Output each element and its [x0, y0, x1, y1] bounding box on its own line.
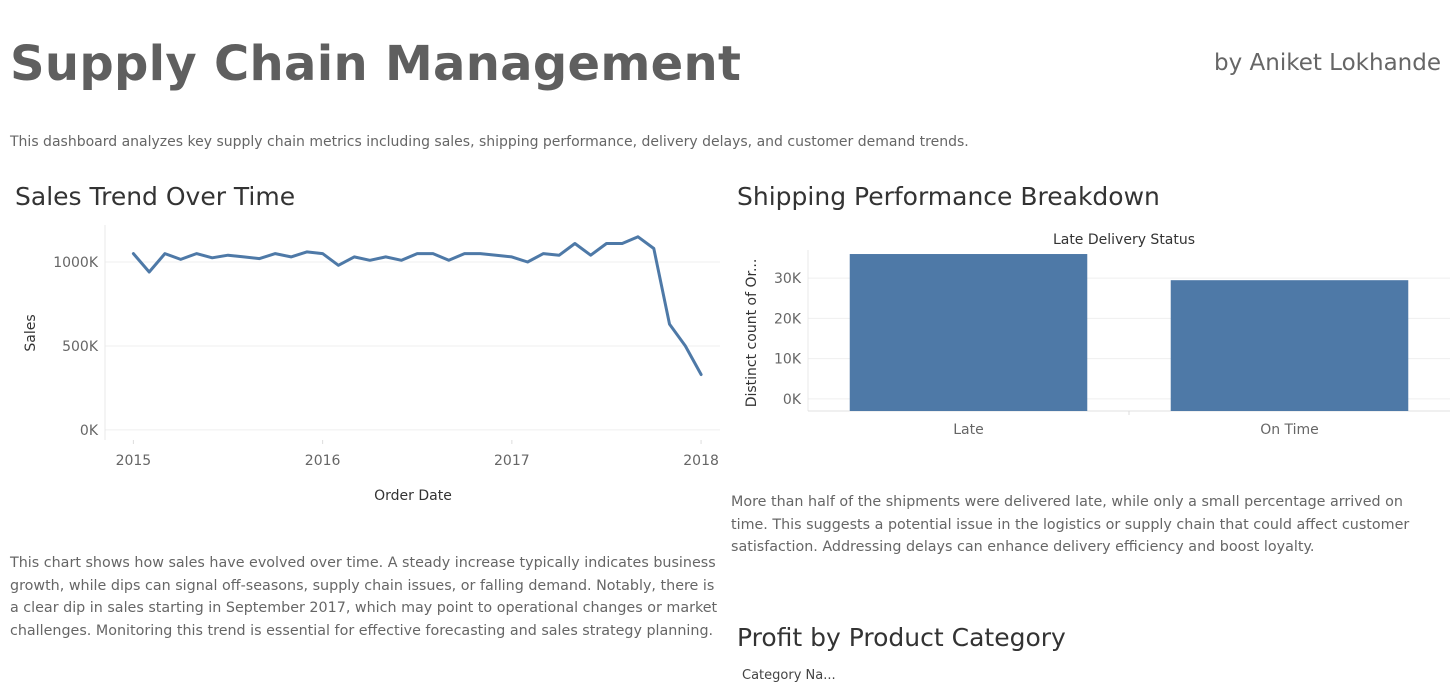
sales-gridlines: [105, 261, 720, 431]
page-title: Supply Chain Management: [10, 36, 742, 92]
sales-x-tick-label: 2017: [494, 453, 530, 469]
sales-y-tick-label: 0K: [80, 423, 99, 439]
shipping-bars: [849, 254, 1409, 411]
author-byline: by Aniket Lokhande: [1213, 50, 1441, 76]
shipping-y-axis-label: Distinct count of Or...: [744, 259, 760, 408]
sales-x-tick-label: 2016: [305, 453, 341, 469]
shipping-section-title: Shipping Performance Breakdown: [737, 182, 1160, 211]
shipping-chart-title: Late Delivery Status: [1053, 232, 1195, 248]
shipping-bar-on-time[interactable]: [1170, 280, 1409, 411]
sales-y-ticks: 1000K 500K 0K: [53, 255, 99, 439]
shipping-y-tick-label: 20K: [774, 311, 802, 327]
shipping-category-label: On Time: [1260, 422, 1319, 438]
sales-x-tick-label: 2015: [116, 453, 152, 469]
sales-x-tick-label: 2018: [683, 453, 719, 469]
shipping-y-ticks: 30K 20K 10K 0K: [774, 271, 802, 408]
shipping-y-tick-label: 0K: [783, 392, 802, 408]
shipping-y-tick-label: 30K: [774, 271, 802, 287]
sales-y-axis-label: Sales: [23, 314, 39, 351]
shipping-bar-chart[interactable]: Late Delivery Status 30K 20K 10K 0K Late On …: [725, 225, 1450, 440]
sales-section-title: Sales Trend Over Time: [15, 182, 296, 211]
shipping-description: More than half of the shipments were del…: [731, 494, 1410, 556]
sales-description: This chart shows how sales have evolved …: [10, 555, 718, 639]
shipping-category-labels: Late On Time: [953, 411, 1319, 438]
profit-section-title: Profit by Product Category: [737, 623, 1066, 652]
sales-y-tick-label: 1000K: [53, 255, 99, 271]
sales-x-ticks: 2015 2016 2017 2018: [116, 440, 719, 469]
sales-series-line: [131, 235, 703, 376]
shipping-y-tick-label: 10K: [774, 352, 802, 368]
profit-category-header[interactable]: Category Na...: [742, 668, 836, 683]
sales-y-tick-label: 500K: [62, 339, 99, 355]
sales-x-axis-label: Order Date: [374, 488, 452, 504]
shipping-bar-late[interactable]: [849, 254, 1088, 411]
dashboard-intro: This dashboard analyzes key supply chain…: [10, 134, 969, 150]
shipping-category-label: Late: [953, 422, 983, 438]
sales-line-chart[interactable]: 1000K 500K 0K 2015 2016 2017 2018 Sales Order…: [0, 215, 725, 510]
